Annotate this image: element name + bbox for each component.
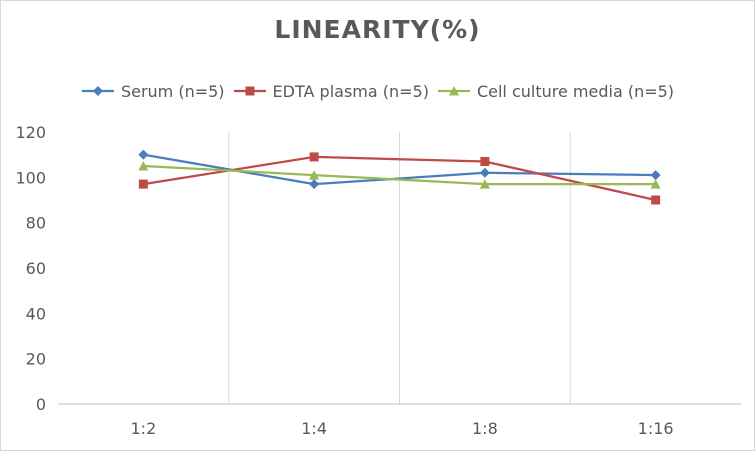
data-point	[309, 152, 319, 162]
y-tick-label: 0	[36, 395, 46, 414]
data-point	[479, 167, 490, 178]
legend-item-cell-culture-media: Cell culture media (n=5)	[437, 82, 674, 101]
legend-swatch-cell-culture-media	[437, 86, 470, 96]
legend-swatch-serum	[81, 86, 114, 96]
x-tick-label: 1:4	[301, 419, 327, 438]
data-point	[479, 179, 490, 189]
y-tick-label: 40	[26, 304, 46, 323]
x-tick-label: 1:2	[131, 419, 157, 438]
data-point	[309, 179, 320, 190]
legend-label-cell-culture-media: Cell culture media (n=5)	[476, 81, 675, 101]
y-tick-label: 80	[26, 214, 46, 233]
data-point	[651, 195, 661, 205]
chart-title: LINEARITY(%)	[274, 15, 481, 44]
y-tick-label: 120	[15, 123, 46, 142]
data-point	[650, 170, 661, 181]
x-tick-label: 1:8	[472, 419, 498, 438]
legend-label-edta-plasma: EDTA plasma (n=5)	[272, 81, 429, 101]
y-tick-label: 20	[26, 350, 46, 369]
y-tick-label: 100	[15, 168, 46, 187]
series-line-2	[143, 164, 656, 186]
data-point	[480, 156, 490, 166]
y-tick-label: 60	[26, 259, 46, 278]
legend-item-serum: Serum (n=5)	[81, 82, 225, 101]
legend-swatch-edta-plasma	[233, 86, 266, 96]
data-point	[138, 179, 148, 189]
legend-item-edta-plasma: EDTA plasma (n=5)	[233, 82, 429, 101]
data-point	[309, 170, 320, 180]
data-point	[650, 179, 661, 189]
legend-label-serum: Serum (n=5)	[120, 81, 225, 101]
data-point	[138, 161, 149, 171]
data-point	[138, 149, 149, 160]
legend: Serum (n=5) EDTA plasma (n=5) Cell cultu…	[1, 79, 754, 103]
x-tick-label: 1:16	[638, 419, 674, 438]
